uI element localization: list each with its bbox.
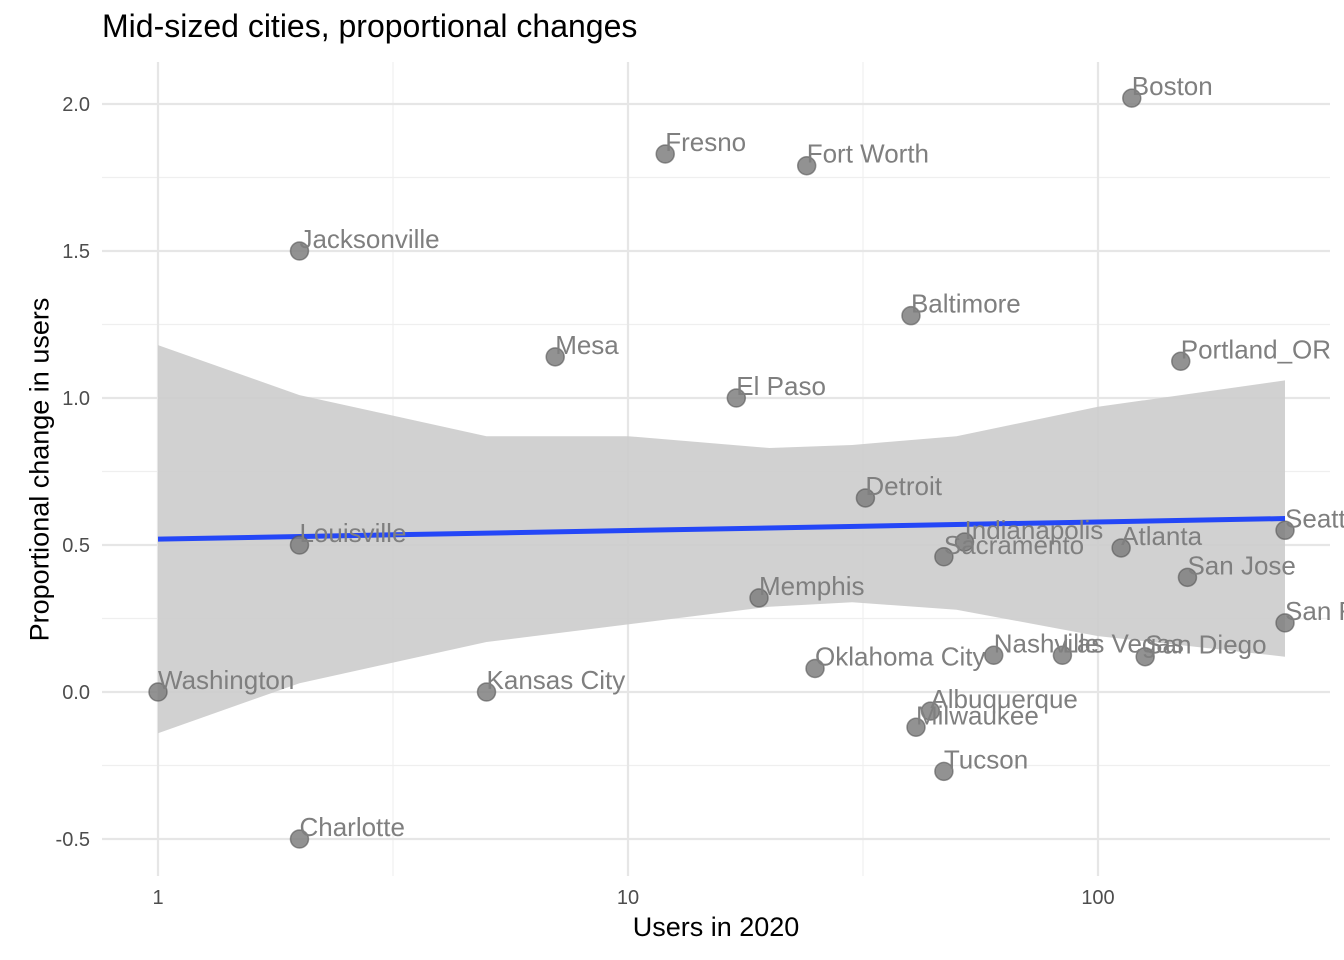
confidence-band xyxy=(158,345,1285,734)
data-point xyxy=(289,535,310,555)
point-label: Sacramento xyxy=(944,530,1084,560)
point-label: Jacksonville xyxy=(299,224,439,254)
point-label: Louisville xyxy=(299,518,406,548)
point-label: El Paso xyxy=(736,371,826,401)
data-point xyxy=(289,241,310,261)
y-tick-label: 2.0 xyxy=(62,94,90,116)
point-label: Memphis xyxy=(759,571,864,601)
data-point xyxy=(148,682,168,702)
axis-tick-labels: -0.5 0.0 0.5 1.0 1.5 2.0 1 10 100 xyxy=(56,94,1115,909)
point-label: Milwaukee xyxy=(916,700,1039,730)
data-point xyxy=(901,305,921,326)
chart-title: Mid-sized cities, proportional changes xyxy=(102,8,638,44)
x-tick-label: 10 xyxy=(617,887,639,909)
point-label: Indianapolis xyxy=(965,515,1104,545)
point-label: Oklahoma City xyxy=(815,641,986,671)
point-label: Atlanta xyxy=(1121,521,1202,551)
y-tick-label: 0.5 xyxy=(62,535,90,557)
data-point xyxy=(920,701,941,721)
y-axis-title: Proportional change in users xyxy=(24,297,55,642)
data-point xyxy=(1122,88,1142,108)
point-label: Detroit xyxy=(865,471,942,501)
point-label: San Jose xyxy=(1187,550,1295,580)
point-label: Boston xyxy=(1132,71,1213,101)
point-label: Washington xyxy=(158,665,294,695)
data-point xyxy=(805,658,825,679)
point-label: Portland_OR xyxy=(1181,334,1331,364)
point-label: Kansas City xyxy=(487,665,626,695)
data-point xyxy=(983,645,1004,665)
confidence-band-layer xyxy=(158,345,1285,734)
point-label: Fort Worth xyxy=(807,139,929,169)
point-label: Mesa xyxy=(555,330,619,360)
data-point xyxy=(1111,538,1131,558)
data-point xyxy=(726,388,747,408)
data-point xyxy=(796,155,817,176)
point-label: San Francisco xyxy=(1285,596,1344,626)
data-point xyxy=(476,682,497,702)
data-point xyxy=(1275,520,1295,541)
point-label: Nashville xyxy=(994,628,1100,658)
data-point xyxy=(855,488,876,508)
x-tick-label: 1 xyxy=(152,887,163,909)
y-tick-label: 0.0 xyxy=(62,682,90,704)
y-tick-label: -0.5 xyxy=(56,829,90,851)
trend-line xyxy=(157,516,1286,542)
data-point xyxy=(1275,613,1295,633)
data-point xyxy=(954,532,975,552)
point-label: San Diego xyxy=(1145,630,1266,660)
trend-line-layer xyxy=(157,516,1286,542)
data-point xyxy=(655,144,675,164)
data-point xyxy=(906,717,926,738)
data-point xyxy=(1177,567,1198,588)
y-tick-label: 1.5 xyxy=(62,241,90,263)
point-label: Las Vegas xyxy=(1062,628,1183,658)
point-label: Charlotte xyxy=(299,812,405,842)
point-label: Tucson xyxy=(944,744,1028,774)
point-label: Seattle xyxy=(1285,503,1344,533)
data-point xyxy=(545,347,565,367)
data-point xyxy=(1171,351,1191,371)
data-point xyxy=(934,761,954,782)
data-point xyxy=(1135,646,1155,667)
data-point xyxy=(289,829,310,849)
data-point xyxy=(1052,645,1073,665)
data-point xyxy=(934,547,954,567)
data-point xyxy=(749,588,769,608)
point-labels-layer: Boston Fresno Fort Worth Jacksonville Baltim… xyxy=(158,71,1344,842)
x-axis-title: Users in 2020 xyxy=(632,912,800,942)
x-tick-label: 100 xyxy=(1081,887,1114,909)
y-tick-label: 1.0 xyxy=(62,388,90,410)
point-label: Baltimore xyxy=(911,289,1021,319)
point-label: Albuquerque xyxy=(930,684,1077,714)
data-points-layer xyxy=(148,88,1295,849)
point-label: Fresno xyxy=(665,127,746,157)
